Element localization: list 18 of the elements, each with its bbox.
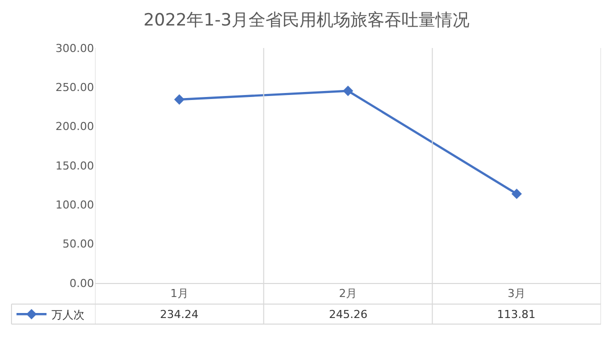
y-tick-label: 100.00 (56, 198, 94, 212)
text: 245.26 (329, 308, 368, 321)
legend-label: 万人次 (52, 308, 85, 322)
y-tick-label: 0.00 (70, 276, 94, 290)
chart-title: 2022年1-3月全省民用机场旅客吞吐量情况 (143, 10, 470, 31)
y-tick-label: 300.00 (56, 42, 94, 55)
text: 113.81 (497, 308, 536, 321)
y-tick-label: 150.00 (56, 159, 94, 172)
x-tick-label: 1月 (170, 287, 188, 300)
y-tick-label: 200.00 (56, 120, 94, 134)
y-tick-label: 50.00 (62, 238, 94, 251)
point (342, 86, 354, 96)
y-tick-label: 250.00 (56, 81, 94, 94)
x-tick-label: 3月 (508, 287, 526, 300)
text: 234.24 (160, 308, 198, 321)
point (174, 94, 185, 105)
x-tick-label: 2月 (339, 287, 357, 300)
point (511, 188, 522, 200)
